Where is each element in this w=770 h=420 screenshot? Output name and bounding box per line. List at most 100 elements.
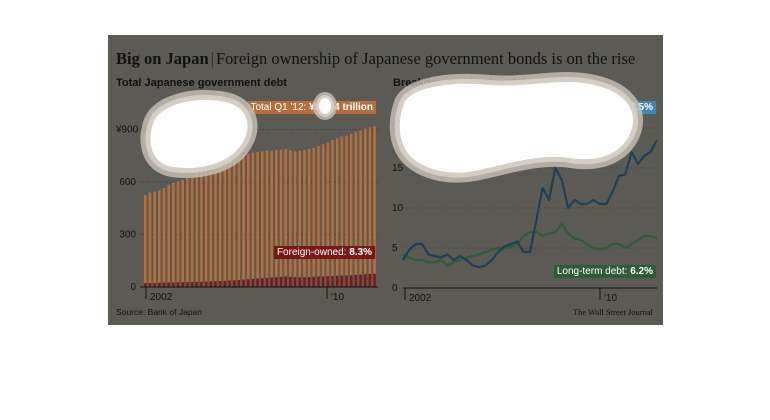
foreign-owned-bar <box>312 276 316 287</box>
total-debt-bar <box>237 155 241 287</box>
total-debt-bar <box>251 152 255 287</box>
short-term-callout-value: 18.5% <box>625 102 653 113</box>
total-debt-bar <box>223 160 227 287</box>
total-debt-bar <box>158 190 161 287</box>
foreign-owned-bar <box>172 282 175 287</box>
right-ytick-label: 15 <box>392 163 404 174</box>
foreign-callout-label: Foreign-owned: <box>277 247 349 258</box>
foreign-owned-bar <box>354 274 358 287</box>
foreign-owned-bar <box>162 282 166 287</box>
total-debt-bar <box>162 188 166 287</box>
foreign-owned-bar <box>331 275 334 287</box>
left-xtick-label: '10 <box>331 292 344 303</box>
foreign-owned-bar <box>158 282 161 287</box>
total-debt-bar <box>293 151 297 287</box>
total-debt-bar <box>204 168 208 287</box>
foreign-owned-bar <box>167 282 170 287</box>
total-callout-label: Total Q1 '12: <box>250 102 309 113</box>
foreign-owned-bar <box>321 276 325 287</box>
total-debt-bar <box>359 130 362 287</box>
foreign-owned-bar <box>214 281 217 287</box>
foreign-owned-bar <box>270 277 273 287</box>
right-ytick-label: 20% <box>392 123 412 134</box>
total-debt-bar <box>186 177 189 287</box>
headline-text: Foreign ownership of Japanese government… <box>215 49 636 68</box>
total-debt-bar <box>209 165 213 287</box>
foreign-owned-bar <box>303 277 306 287</box>
foreign-owned-bar <box>261 278 264 287</box>
foreign-owned-bar <box>289 276 292 287</box>
foreign-owned-bar <box>279 276 283 287</box>
foreign-owned-bar <box>345 275 348 287</box>
total-debt-bar <box>368 127 372 288</box>
total-debt-bar <box>345 135 348 287</box>
total-debt-bar <box>363 128 367 287</box>
right-xtick-label: '10 <box>604 293 617 304</box>
total-debt-bar <box>167 184 170 287</box>
total-debt-bar <box>326 142 330 287</box>
total-debt-bar <box>256 151 259 287</box>
total-debt-bar <box>284 148 287 287</box>
total-debt-bar <box>354 132 358 287</box>
foreign-owned-bar <box>223 280 227 287</box>
right-ytick-label: 5 <box>392 243 398 254</box>
publisher-credit: The Wall Street Journal <box>572 307 653 317</box>
headline-separator: | <box>210 49 214 68</box>
short-term-callout-text: Short-term debt Q1 '12: 18.5% <box>518 102 653 113</box>
foreign-owned-bar <box>181 282 185 287</box>
foreign-owned-bar <box>368 273 372 287</box>
foreign-owned-bar <box>204 281 208 287</box>
short-term-debt-line <box>402 139 658 269</box>
total-debt-bar <box>242 154 245 287</box>
foreign-owned-bar <box>359 274 362 287</box>
total-debt-bar <box>335 138 339 287</box>
total-callout-text: Total Q1 '12: ¥919.4 trillion <box>250 102 373 113</box>
total-debt-bar <box>232 157 236 287</box>
foreign-owned-bar <box>275 277 278 287</box>
foreign-owned-bar <box>317 276 320 287</box>
right-xtick-label: 2002 <box>409 293 432 304</box>
foreign-owned-bar <box>242 279 245 287</box>
foreign-owned-bar <box>326 276 330 287</box>
foreign-callout-value: 8.3% <box>349 247 372 258</box>
left-ytick-label: 600 <box>119 177 136 188</box>
source-note: Source: Bank of Japan <box>116 307 203 317</box>
foreign-owned-bar <box>349 275 353 287</box>
foreign-owned-bar <box>251 278 255 287</box>
total-debt-bar <box>190 175 194 287</box>
headline: Big on Japan | Foreign ownership of Japane… <box>116 49 635 69</box>
foreign-owned-bar <box>293 277 297 287</box>
foreign-owned-bar <box>200 281 203 287</box>
left-ytick-label: 0 <box>130 282 136 293</box>
total-debt-bar <box>181 179 185 287</box>
foreign-owned-bar <box>176 282 180 287</box>
headline-kicker: Big on Japan <box>116 49 209 68</box>
foreign-owned-bar <box>153 282 156 287</box>
left-ytick-label: 300 <box>119 230 136 241</box>
total-callout-box <box>247 101 376 114</box>
right-ytick-label: 10 <box>392 203 404 214</box>
total-debt-bar <box>246 153 250 287</box>
total-debt-bar <box>195 172 199 287</box>
total-debt-bar <box>261 151 264 287</box>
foreign-owned-bar <box>190 281 194 287</box>
foreign-owned-bar <box>340 275 344 287</box>
total-debt-bar <box>312 147 316 287</box>
foreign-owned-bar <box>218 281 222 287</box>
foreign-callout-text: Foreign-owned: 8.3% <box>277 247 372 258</box>
total-debt-bar <box>176 181 180 287</box>
total-debt-bar <box>321 144 325 287</box>
foreign-owned-bar <box>307 277 311 287</box>
long-term-callout-text: Long-term debt: 6.2% <box>557 266 653 277</box>
total-debt-bar <box>172 182 175 287</box>
short-term-callout-label: Short-term debt Q1 '12: <box>518 102 625 113</box>
total-debt-bar <box>265 150 269 287</box>
foreign-owned-bar <box>148 282 152 287</box>
total-debt-bar <box>270 150 273 287</box>
long-term-debt-line <box>402 222 658 267</box>
foreign-owned-bar <box>298 277 302 287</box>
total-callout-value: ¥919.4 trillion <box>309 102 373 113</box>
total-debt-bar <box>303 150 306 287</box>
total-debt-bar <box>228 159 231 287</box>
total-debt-bar <box>279 149 283 287</box>
